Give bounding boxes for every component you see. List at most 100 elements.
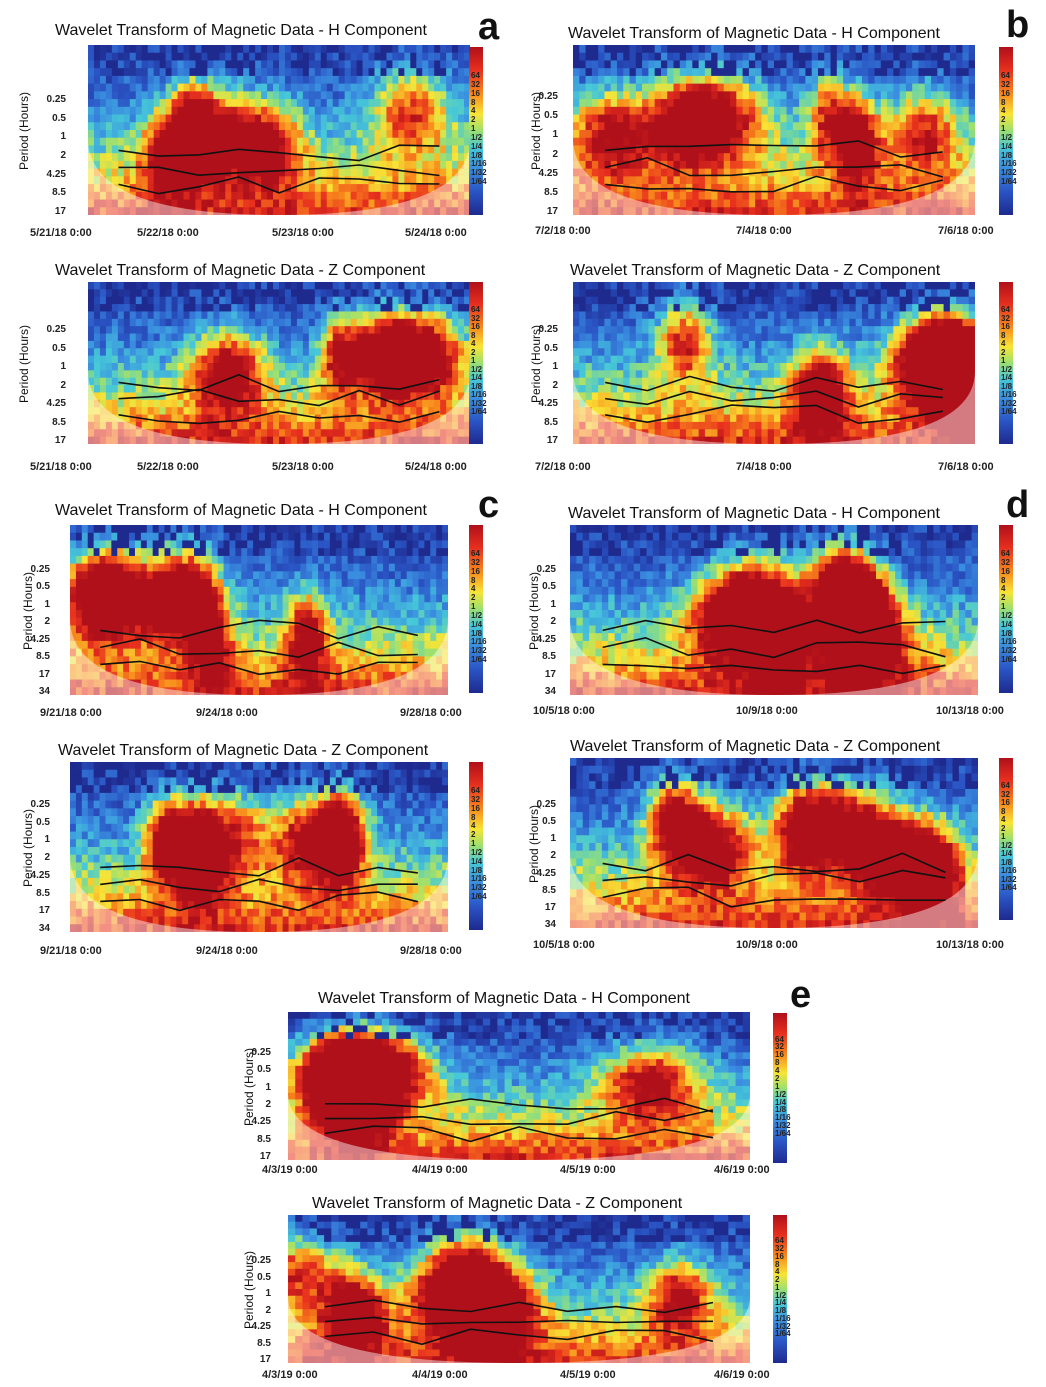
- power-cell: [249, 304, 256, 313]
- power-cell: [267, 311, 274, 320]
- power-cell: [440, 355, 447, 364]
- power-cell: [386, 282, 394, 290]
- power-cell: [440, 99, 447, 108]
- y-tick-label: 0.5: [544, 110, 558, 122]
- power-cell: [943, 282, 951, 290]
- power-cell: [761, 184, 769, 193]
- power-cell: [273, 340, 280, 349]
- power-cell: [836, 282, 844, 290]
- power-cell: [207, 296, 214, 305]
- power-cell: [880, 68, 888, 77]
- power-cell: [338, 176, 346, 185]
- power-cell: [189, 318, 197, 327]
- power-cell: [711, 137, 719, 147]
- power-cell: [392, 326, 399, 335]
- power-cell: [899, 199, 907, 208]
- power-cell: [874, 296, 882, 305]
- power-cell: [362, 199, 370, 208]
- power-cell: [195, 429, 203, 438]
- power-cell: [428, 91, 435, 100]
- power-cell: [99, 176, 107, 185]
- power-cell: [308, 91, 316, 100]
- power-cell: [830, 304, 838, 313]
- power-cell: [780, 153, 788, 162]
- power-cell: [811, 191, 819, 201]
- power-cell: [912, 137, 920, 147]
- power-cell: [742, 289, 750, 298]
- power-cell: [861, 145, 869, 154]
- power-cell: [422, 436, 429, 444]
- power-cell: [183, 52, 191, 62]
- power-cell: [356, 191, 364, 201]
- power-cell: [362, 282, 370, 290]
- power-cell: [780, 282, 788, 290]
- power-cell: [956, 184, 964, 193]
- power-cell: [183, 68, 191, 77]
- power-cell: [912, 160, 920, 170]
- power-cell: [610, 153, 618, 162]
- power-cell: [780, 296, 788, 305]
- power-cell: [880, 145, 888, 154]
- power-cell: [861, 199, 869, 208]
- power-cell: [183, 304, 191, 313]
- power-cell: [171, 207, 179, 215]
- power-cell: [314, 282, 322, 290]
- power-cell: [711, 75, 719, 85]
- power-cell: [273, 282, 280, 290]
- power-cell: [780, 122, 788, 131]
- power-cell: [918, 199, 926, 208]
- power-cell: [338, 296, 346, 305]
- power-cell: [968, 75, 975, 85]
- colorbar-tick-label: 32: [1001, 80, 1010, 90]
- power-cell: [207, 333, 214, 342]
- power-cell: [237, 153, 244, 162]
- power-cell: [105, 153, 113, 162]
- wavelet-plot-3: [573, 282, 975, 444]
- power-cell: [849, 311, 857, 320]
- power-cell: [189, 60, 197, 69]
- power-cell: [692, 153, 700, 162]
- power-cell: [805, 91, 813, 100]
- power-cell: [660, 311, 668, 320]
- power-cell: [692, 289, 700, 298]
- power-cell: [93, 348, 101, 357]
- power-cell: [231, 436, 238, 444]
- power-cell: [452, 421, 459, 430]
- power-cell: [748, 176, 756, 185]
- power-cell: [723, 45, 731, 54]
- power-cell: [849, 45, 857, 54]
- power-cell: [422, 407, 429, 416]
- colorbar-tick-label: 1/2: [471, 132, 483, 142]
- power-cell: [458, 45, 465, 54]
- power-cell: [386, 392, 394, 401]
- power-cell: [147, 377, 155, 386]
- power-cell: [962, 176, 970, 185]
- power-cell: [610, 91, 618, 100]
- power-cell: [799, 137, 807, 147]
- power-cell: [165, 377, 173, 386]
- power-cell: [255, 199, 262, 208]
- power-cell: [824, 282, 832, 290]
- power-cell: [679, 191, 687, 201]
- power-cell: [610, 296, 618, 305]
- power-cell: [183, 199, 191, 208]
- power-cell: [350, 436, 358, 444]
- power-cell: [195, 130, 203, 139]
- power-cell: [314, 160, 322, 170]
- power-cell: [434, 311, 441, 320]
- power-cell: [874, 168, 882, 177]
- power-cell: [629, 145, 637, 154]
- power-cell: [219, 199, 226, 208]
- colorbar-tick-label: 16: [1001, 88, 1010, 98]
- power-cell: [692, 311, 700, 320]
- power-cell: [332, 348, 340, 357]
- power-cell: [344, 68, 352, 77]
- power-cell: [213, 370, 220, 379]
- power-cell: [610, 75, 618, 85]
- power-cell: [642, 122, 649, 131]
- power-cell: [642, 153, 649, 162]
- power-cell: [165, 137, 173, 147]
- colorbar-tick-label: 1/4: [1001, 141, 1013, 151]
- power-cell: [723, 168, 731, 177]
- power-cell: [159, 83, 167, 92]
